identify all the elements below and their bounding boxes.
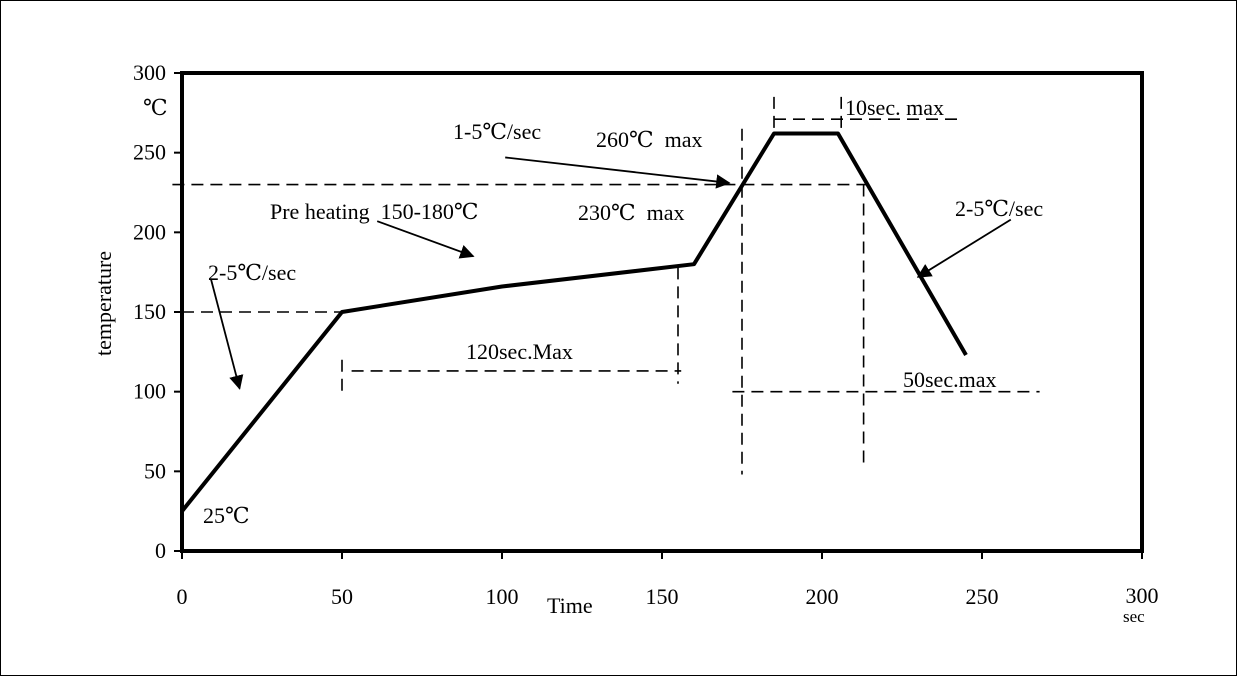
x-tick-label-150: 150 bbox=[646, 584, 679, 609]
peak-time-label: 10sec. max bbox=[845, 95, 944, 120]
reflow-time-label: 50sec.max bbox=[903, 367, 996, 392]
y-tick-label-150: 150 bbox=[133, 299, 166, 324]
annotation-arrows bbox=[209, 156, 1012, 390]
reflow-temp-label: 230℃ max bbox=[578, 200, 685, 225]
y-unit-label: ℃ bbox=[143, 95, 168, 120]
x-tick-label-250: 250 bbox=[966, 584, 999, 609]
peak-label: 260℃ max bbox=[596, 127, 703, 152]
x-axis-label: Time bbox=[547, 593, 593, 618]
annotations: 25℃ 2-5℃/sec Pre heating 150-180℃ 120sec… bbox=[203, 95, 1043, 528]
y-tick-label-300: 300 bbox=[133, 60, 166, 85]
y-tick-label-0: 0 bbox=[155, 538, 166, 563]
temperature-profile-line bbox=[180, 131, 968, 513]
x-tick-label-50: 50 bbox=[331, 584, 353, 609]
x-tick-label-0: 0 bbox=[177, 584, 188, 609]
ramp-up-1-label: 2-5℃/sec bbox=[208, 260, 296, 285]
y-tick-label-50: 50 bbox=[144, 458, 166, 483]
start-temp-label: 25℃ bbox=[203, 503, 250, 528]
y-tick-label-100: 100 bbox=[133, 379, 166, 404]
x-tick-label-200: 200 bbox=[806, 584, 839, 609]
y-axis-label: temperature bbox=[91, 251, 116, 356]
arrow-cool-down bbox=[916, 218, 1012, 278]
guide-lines bbox=[172, 96, 1040, 475]
preheat-time-label: 120sec.Max bbox=[466, 339, 573, 364]
tick-labels: 0 50 100 150 200 250 300 0 50 100 150 200 250 300 bbox=[133, 60, 1159, 609]
y-tick-label-200: 200 bbox=[133, 219, 166, 244]
x-unit-label: sec bbox=[1123, 607, 1145, 626]
arrow-preheat bbox=[376, 220, 475, 259]
x-tick-label-300: 300 bbox=[1126, 583, 1159, 608]
y-tick-label-250: 250 bbox=[133, 140, 166, 165]
preheat-label: Pre heating 150-180℃ bbox=[270, 199, 479, 224]
arrow-ramp-up-1 bbox=[209, 278, 244, 390]
ramp-up-2-label: 1-5℃/sec bbox=[453, 119, 541, 144]
arrow-ramp-up-2 bbox=[505, 156, 731, 189]
cool-down-label: 2-5℃/sec bbox=[955, 196, 1043, 221]
x-tick-label-100: 100 bbox=[486, 584, 519, 609]
axis-ticks bbox=[174, 72, 1143, 559]
